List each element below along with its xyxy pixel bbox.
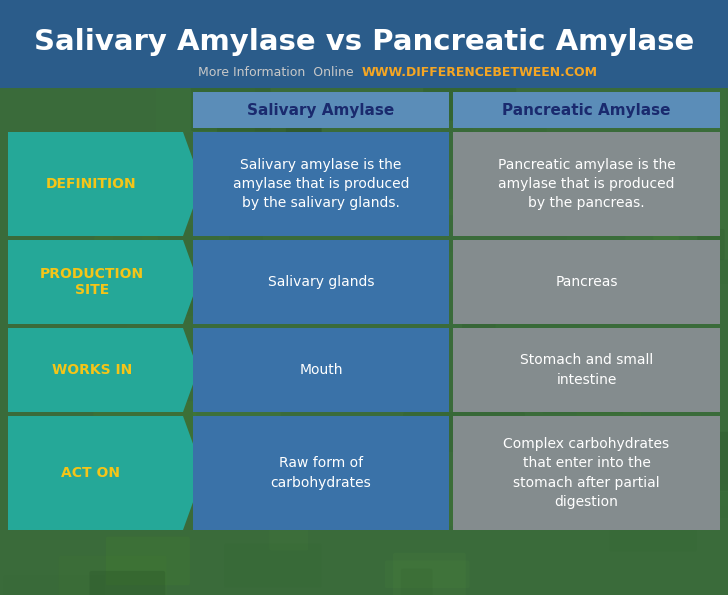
- FancyBboxPatch shape: [401, 569, 432, 595]
- FancyBboxPatch shape: [453, 240, 720, 324]
- Text: Stomach and small
intestine: Stomach and small intestine: [520, 353, 653, 387]
- FancyBboxPatch shape: [41, 498, 127, 529]
- FancyBboxPatch shape: [284, 65, 357, 80]
- FancyBboxPatch shape: [368, 245, 394, 264]
- FancyBboxPatch shape: [229, 202, 263, 245]
- FancyBboxPatch shape: [329, 331, 403, 355]
- FancyBboxPatch shape: [217, 126, 321, 163]
- FancyBboxPatch shape: [393, 553, 466, 595]
- FancyBboxPatch shape: [286, 117, 322, 148]
- Text: PRODUCTION
SITE: PRODUCTION SITE: [39, 267, 144, 297]
- FancyBboxPatch shape: [403, 412, 525, 452]
- FancyBboxPatch shape: [131, 0, 248, 29]
- FancyBboxPatch shape: [671, 434, 706, 495]
- Text: Mouth: Mouth: [299, 363, 343, 377]
- Text: Raw form of
carbohydrates: Raw form of carbohydrates: [271, 456, 371, 490]
- FancyBboxPatch shape: [697, 229, 724, 260]
- FancyBboxPatch shape: [534, 1, 569, 17]
- FancyBboxPatch shape: [157, 282, 210, 310]
- FancyBboxPatch shape: [210, 452, 329, 515]
- FancyBboxPatch shape: [442, 99, 472, 133]
- FancyBboxPatch shape: [193, 405, 280, 464]
- FancyBboxPatch shape: [142, 202, 170, 247]
- FancyBboxPatch shape: [471, 424, 519, 457]
- FancyBboxPatch shape: [219, 475, 245, 530]
- FancyBboxPatch shape: [494, 312, 579, 347]
- FancyBboxPatch shape: [0, 0, 728, 88]
- FancyBboxPatch shape: [170, 164, 243, 200]
- FancyBboxPatch shape: [193, 240, 449, 324]
- FancyBboxPatch shape: [567, 212, 680, 269]
- FancyBboxPatch shape: [653, 190, 678, 250]
- FancyBboxPatch shape: [647, 432, 728, 490]
- FancyBboxPatch shape: [433, 252, 486, 282]
- Text: DEFINITION: DEFINITION: [46, 177, 136, 191]
- FancyBboxPatch shape: [94, 236, 158, 280]
- FancyBboxPatch shape: [625, 177, 661, 209]
- FancyBboxPatch shape: [692, 116, 725, 161]
- FancyBboxPatch shape: [684, 484, 728, 507]
- Text: Salivary glands: Salivary glands: [268, 275, 374, 289]
- Polygon shape: [8, 132, 202, 236]
- FancyBboxPatch shape: [533, 350, 644, 404]
- FancyBboxPatch shape: [453, 132, 720, 236]
- Text: WWW.DIFFERENCEBETWEEN.COM: WWW.DIFFERENCEBETWEEN.COM: [362, 65, 598, 79]
- FancyBboxPatch shape: [59, 556, 167, 595]
- FancyBboxPatch shape: [654, 328, 717, 343]
- FancyBboxPatch shape: [453, 416, 720, 530]
- Text: Pancreatic amylase is the
amylase that is produced
by the pancreas.: Pancreatic amylase is the amylase that i…: [498, 158, 676, 211]
- FancyBboxPatch shape: [224, 544, 321, 588]
- FancyBboxPatch shape: [609, 520, 697, 551]
- FancyBboxPatch shape: [193, 416, 449, 530]
- FancyBboxPatch shape: [44, 262, 101, 284]
- FancyBboxPatch shape: [446, 470, 556, 526]
- FancyBboxPatch shape: [193, 92, 449, 128]
- FancyBboxPatch shape: [191, 70, 271, 131]
- Text: Pancreas: Pancreas: [555, 275, 618, 289]
- FancyBboxPatch shape: [113, 226, 219, 283]
- Text: Salivary Amylase vs Pancreatic Amylase: Salivary Amylase vs Pancreatic Amylase: [34, 28, 694, 56]
- FancyBboxPatch shape: [700, 78, 726, 130]
- Text: ACT ON: ACT ON: [61, 466, 120, 480]
- FancyBboxPatch shape: [490, 115, 547, 167]
- FancyBboxPatch shape: [470, 417, 515, 458]
- FancyBboxPatch shape: [106, 537, 190, 585]
- FancyBboxPatch shape: [542, 393, 624, 413]
- FancyBboxPatch shape: [90, 571, 165, 595]
- FancyBboxPatch shape: [403, 425, 430, 489]
- FancyBboxPatch shape: [172, 289, 286, 316]
- FancyBboxPatch shape: [649, 260, 728, 284]
- FancyBboxPatch shape: [100, 437, 166, 462]
- FancyBboxPatch shape: [385, 560, 470, 588]
- FancyBboxPatch shape: [241, 245, 339, 271]
- FancyBboxPatch shape: [93, 401, 197, 446]
- FancyBboxPatch shape: [336, 39, 444, 69]
- FancyBboxPatch shape: [44, 278, 167, 304]
- FancyBboxPatch shape: [602, 169, 648, 219]
- FancyBboxPatch shape: [9, 355, 132, 377]
- FancyBboxPatch shape: [216, 480, 253, 530]
- FancyBboxPatch shape: [545, 174, 658, 207]
- FancyBboxPatch shape: [423, 87, 516, 120]
- FancyBboxPatch shape: [74, 35, 163, 49]
- FancyBboxPatch shape: [641, 351, 667, 370]
- FancyBboxPatch shape: [156, 79, 255, 133]
- FancyBboxPatch shape: [625, 200, 728, 259]
- FancyBboxPatch shape: [453, 92, 720, 128]
- Text: More Information  Online: More Information Online: [198, 65, 362, 79]
- FancyBboxPatch shape: [576, 403, 641, 425]
- FancyBboxPatch shape: [462, 322, 496, 355]
- FancyBboxPatch shape: [344, 247, 456, 278]
- FancyBboxPatch shape: [269, 511, 308, 550]
- FancyBboxPatch shape: [4, 575, 105, 595]
- FancyBboxPatch shape: [557, 187, 676, 235]
- FancyBboxPatch shape: [453, 328, 720, 412]
- FancyBboxPatch shape: [660, 492, 728, 518]
- FancyBboxPatch shape: [432, 0, 459, 24]
- FancyBboxPatch shape: [389, 17, 474, 39]
- Text: Complex carbohydrates
that enter into the
stomach after partial
digestion: Complex carbohydrates that enter into th…: [504, 437, 670, 509]
- FancyBboxPatch shape: [154, 26, 196, 86]
- FancyBboxPatch shape: [193, 132, 449, 236]
- Text: Salivary amylase is the
amylase that is produced
by the salivary glands.: Salivary amylase is the amylase that is …: [233, 158, 409, 211]
